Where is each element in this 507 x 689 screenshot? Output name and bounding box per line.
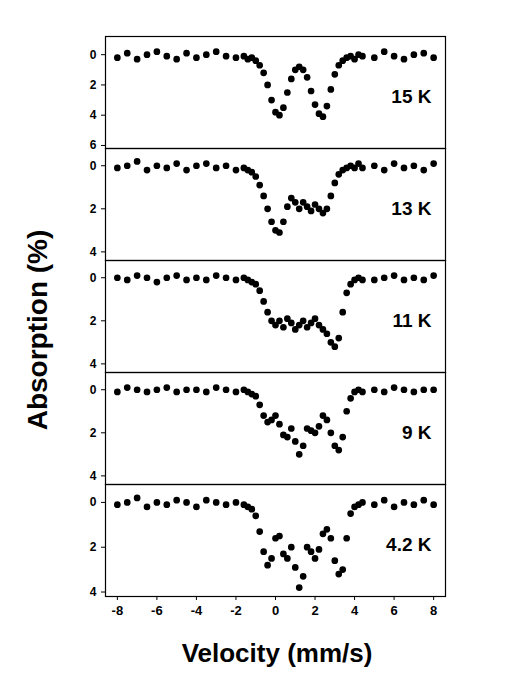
svg-text:0: 0 <box>90 48 97 62</box>
svg-text:9 K: 9 K <box>402 422 432 443</box>
svg-text:15 K: 15 K <box>391 86 431 107</box>
svg-text:4: 4 <box>90 245 97 259</box>
svg-text:2: 2 <box>90 314 97 328</box>
svg-text:4: 4 <box>90 357 97 371</box>
svg-text:0: 0 <box>272 603 279 618</box>
svg-text:0: 0 <box>90 159 97 173</box>
svg-text:6: 6 <box>90 138 97 152</box>
svg-text:4: 4 <box>351 603 359 618</box>
svg-text:-4: -4 <box>191 603 203 618</box>
svg-text:4: 4 <box>90 108 97 122</box>
html-text:Velocity (mm/s): Velocity (mm/s) <box>181 638 373 668</box>
svg-text:-2: -2 <box>230 603 242 618</box>
svg-text:4: 4 <box>90 469 97 483</box>
svg-text:2: 2 <box>90 202 97 216</box>
svg-text:2: 2 <box>311 603 318 618</box>
svg-text:4.2 K: 4.2 K <box>386 534 432 555</box>
svg-text:6: 6 <box>390 603 397 618</box>
svg-text:8: 8 <box>430 603 437 618</box>
svg-text:-8: -8 <box>112 603 124 618</box>
svg-text:4: 4 <box>90 585 97 599</box>
svg-text:-6: -6 <box>151 603 163 618</box>
svg-text:2: 2 <box>90 78 97 92</box>
svg-text:2: 2 <box>90 540 97 554</box>
html-text:Absorption (%): Absorption (%) <box>22 229 53 431</box>
svg-text:0: 0 <box>90 495 97 509</box>
svg-text:0: 0 <box>90 383 97 397</box>
svg-text:2: 2 <box>90 426 97 440</box>
svg-text:13 K: 13 K <box>391 198 431 219</box>
svg-text:11 K: 11 K <box>392 310 431 331</box>
svg-text:0: 0 <box>90 271 97 285</box>
